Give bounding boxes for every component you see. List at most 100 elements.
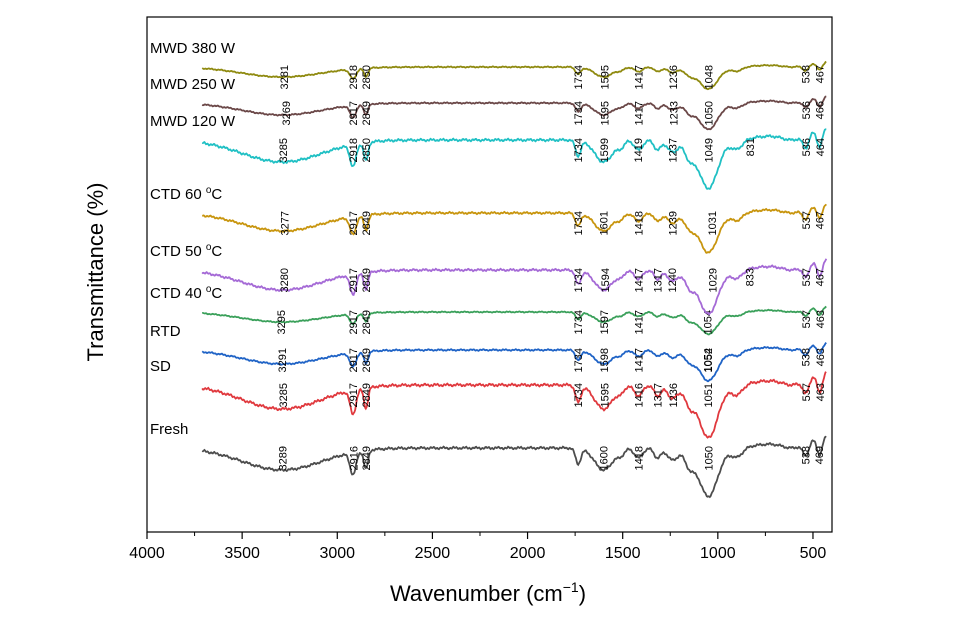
- peak-label: 1417: [634, 348, 646, 372]
- series-label: Fresh: [150, 421, 188, 438]
- peak-label: 538: [801, 348, 813, 366]
- peak-label: 1734: [573, 138, 585, 162]
- series-label: MWD 380 W: [150, 40, 236, 57]
- peak-label: 1419: [633, 138, 645, 162]
- series-label: MWD 250 W: [150, 76, 236, 93]
- peak-label: 1054: [703, 348, 715, 372]
- peak-label: 536: [801, 138, 813, 156]
- peak-label: 2918: [348, 138, 360, 162]
- series-line: [202, 203, 827, 254]
- peak-label: 2917: [348, 383, 360, 407]
- peak-label: 1236: [668, 65, 680, 89]
- peak-label: 1050: [703, 446, 715, 470]
- peak-label: 2917: [348, 101, 360, 125]
- peak-label: 1734: [573, 383, 585, 407]
- peak-label: 1600: [599, 446, 611, 470]
- x-tick-label: 500: [800, 545, 827, 562]
- peak-label: 1031: [707, 211, 719, 235]
- peak-label: 1734: [573, 348, 585, 372]
- peak-label: 2849: [361, 211, 373, 235]
- x-tick-label: 3500: [224, 545, 260, 562]
- peak-label: 3269: [281, 101, 293, 125]
- series-label: CTD 40 oC: [150, 284, 222, 302]
- peak-label: 1417: [634, 310, 646, 334]
- peak-label: 1597: [599, 310, 611, 334]
- series-line: [201, 305, 827, 336]
- peak-label: 2849: [361, 101, 373, 125]
- peak-label: 1734: [573, 268, 585, 292]
- peak-label: 3285: [278, 138, 290, 162]
- peak-label: 1598: [599, 348, 611, 372]
- peak-label: 2849: [361, 268, 373, 292]
- peak-label: 2849: [361, 446, 373, 470]
- peak-label: 1416: [634, 383, 646, 407]
- peak-label: 1734: [573, 310, 585, 334]
- series-line: [201, 95, 827, 131]
- peak-label: 538: [801, 446, 813, 464]
- series-line: [201, 60, 827, 91]
- peak-label: 1233: [669, 101, 681, 125]
- peak-label: 1048: [704, 65, 716, 89]
- x-tick-label: 1000: [700, 545, 736, 562]
- peak-label: 1595: [600, 65, 612, 89]
- peak-label: 1734: [573, 65, 585, 89]
- peak-label: 537: [801, 383, 813, 401]
- peak-label: 1029: [707, 268, 719, 292]
- peak-label: 1236: [668, 383, 680, 407]
- x-tick-label: 2000: [510, 545, 546, 562]
- peak-label: 467: [814, 268, 826, 286]
- peak-label: 467: [814, 211, 826, 229]
- series-label: CTD 50 oC: [150, 242, 222, 260]
- peak-label: 1595: [600, 101, 612, 125]
- peak-label: 2850: [361, 65, 373, 89]
- series-label: SD: [150, 358, 171, 375]
- peak-label: 2917: [348, 268, 360, 292]
- series-label: RTD: [150, 323, 181, 340]
- peak-label: 467: [814, 65, 826, 83]
- series-line: [201, 435, 827, 499]
- peak-label: 1595: [600, 383, 612, 407]
- peak-label: 1734: [573, 211, 585, 235]
- peak-label: 463: [815, 310, 827, 328]
- peak-label: 2917: [348, 348, 360, 372]
- peak-label: 3281: [279, 65, 291, 89]
- peak-label: 3277: [280, 211, 292, 235]
- series-line: [201, 128, 827, 190]
- peak-label: 1317: [653, 268, 665, 292]
- peak-label: 1417: [634, 65, 646, 89]
- x-tick-label: 4000: [129, 545, 165, 562]
- peak-label: 464: [815, 138, 827, 156]
- y-axis-title: Transmittance (%): [83, 183, 108, 362]
- peak-label: 466: [814, 101, 826, 119]
- peak-label: 2849: [361, 348, 373, 372]
- x-tick-label: 2500: [415, 545, 451, 562]
- peak-label: 1052: [703, 348, 715, 372]
- x-tick-label: 1500: [605, 545, 641, 562]
- peak-label: 1050: [703, 101, 715, 125]
- peak-label: 536: [801, 101, 813, 119]
- peak-label: 2849: [361, 310, 373, 334]
- peak-label: 1237: [668, 138, 680, 162]
- peak-label: 463: [815, 348, 827, 366]
- peak-label: 463: [815, 383, 827, 401]
- peak-label: 2916: [348, 446, 360, 470]
- peak-label: 2917: [348, 211, 360, 235]
- peak-label: 1417: [634, 101, 646, 125]
- series-line: [201, 258, 828, 316]
- peak-label: 537: [801, 310, 813, 328]
- peak-label: 3285: [278, 383, 290, 407]
- peak-label: 1417: [634, 268, 646, 292]
- peak-label: 537: [801, 211, 813, 229]
- peak-label: 2850: [361, 138, 373, 162]
- peak-label: 831: [745, 138, 757, 156]
- peak-label: 2849: [361, 383, 373, 407]
- plot-frame: [146, 16, 833, 533]
- peak-label: 1599: [599, 138, 611, 162]
- peak-label: 1418: [633, 446, 645, 470]
- peak-label: 538: [801, 65, 813, 83]
- peak-label: 1594: [600, 268, 612, 292]
- series-line: [201, 371, 827, 439]
- peak-label: 1418: [633, 211, 645, 235]
- peak-label: 1051: [703, 383, 715, 407]
